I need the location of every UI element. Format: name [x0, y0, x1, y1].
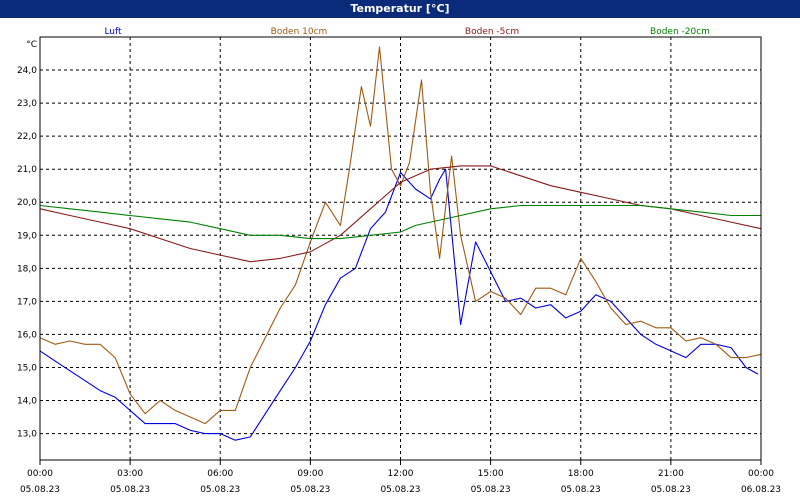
y-tick-label: 18,0	[17, 264, 37, 274]
x-tick-date: 05.08.23	[471, 485, 511, 495]
legend: Luft Boden 10cm Boden -5cm Boden -20cm	[104, 27, 710, 37]
x-tick-time: 03:00	[117, 469, 143, 479]
series-line-boden-5cm	[39, 165, 762, 263]
x-tick-time: 06:00	[207, 469, 233, 479]
legend-entry: Boden -5cm	[465, 27, 519, 37]
x-tick-time: 00:00	[748, 469, 774, 479]
x-tick-date: 06.08.23	[741, 485, 781, 495]
x-tick-time: 12:00	[388, 469, 414, 479]
legend-entry: Boden -20cm	[650, 27, 710, 37]
y-tick-label: 20,0	[17, 198, 37, 208]
x-tick-date: 05.08.23	[380, 485, 420, 495]
x-tick-date: 05.08.23	[110, 485, 150, 495]
y-axis: 13,0 14,0 15,0 16,0 17,0 18,0 19,0 20,0 21,0 22,0…	[17, 40, 37, 440]
series-lines	[39, 46, 762, 441]
x-tick-time: 00:00	[27, 469, 53, 479]
x-tick-time: 18:00	[568, 469, 594, 479]
grid-lines	[40, 37, 761, 460]
x-tick-date: 05.08.23	[290, 485, 330, 495]
y-tick-label: 22,0	[17, 132, 37, 142]
y-tick-label: 14,0	[17, 397, 37, 407]
series-line-luft	[39, 168, 759, 441]
y-tick-label: 15,0	[17, 363, 37, 373]
x-tick-time: 09:00	[297, 469, 323, 479]
y-tick-label: 21,0	[17, 165, 37, 175]
y-tick-label: 24,0	[17, 66, 37, 76]
series-line-boden-20cm	[39, 204, 761, 240]
y-tick-label: 19,0	[17, 231, 37, 241]
chart-title: Temperatur [°C]	[0, 0, 800, 18]
y-tick-label: 23,0	[17, 99, 37, 109]
y-tick-label: 16,0	[17, 330, 37, 340]
legend-entry: Luft	[104, 27, 122, 37]
plot-frame	[39, 36, 762, 461]
chart-canvas: 13,0 14,0 15,0 16,0 17,0 18,0 19,0 20,0 21,0 22,0…	[17, 27, 781, 495]
x-tick-date: 05.08.23	[561, 485, 601, 495]
x-tick-time: 21:00	[658, 469, 684, 479]
x-tick-date: 05.08.23	[651, 485, 691, 495]
y-axis-unit: °C	[26, 40, 37, 50]
series-line-boden-10cm	[39, 46, 762, 425]
x-tick-date: 05.08.23	[20, 485, 60, 495]
x-tick-date: 05.08.23	[200, 485, 240, 495]
x-tick-time: 15:00	[478, 469, 504, 479]
y-tick-label: 17,0	[17, 297, 37, 307]
legend-entry: Boden 10cm	[271, 27, 328, 37]
y-tick-label: 13,0	[17, 430, 37, 440]
x-axis: 00:00 05.08.23 03:00 05.08.23 06:00 05.08.23 0…	[20, 460, 781, 495]
